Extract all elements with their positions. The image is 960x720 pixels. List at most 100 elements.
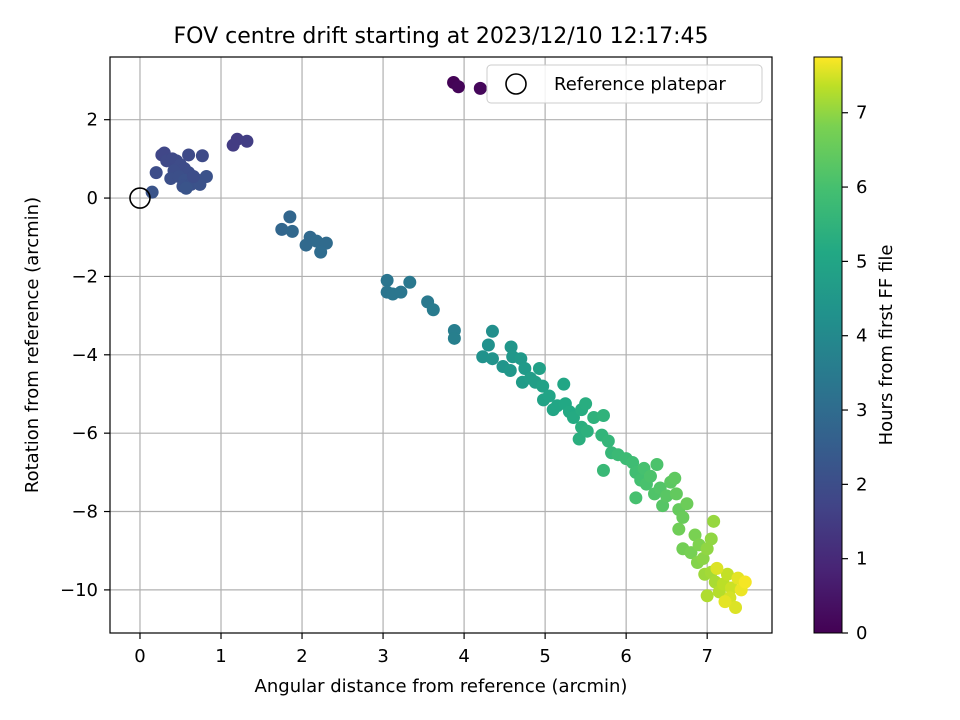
colorbar-tick-label: 3 <box>856 400 867 421</box>
y-tick-label: 2 <box>87 110 98 131</box>
data-point <box>710 561 724 575</box>
data-point <box>720 567 734 581</box>
data-point <box>684 546 698 560</box>
colorbar-label: Hours from first FF file <box>876 245 897 446</box>
colorbar-tick-label: 1 <box>856 549 867 570</box>
data-point <box>566 410 580 424</box>
data-point <box>186 170 200 184</box>
x-tick-label: 4 <box>458 646 469 667</box>
data-point <box>680 497 694 511</box>
colorbar-tick-label: 2 <box>856 474 867 495</box>
y-tick-label: 0 <box>87 188 98 209</box>
data-point <box>676 510 690 524</box>
data-point <box>669 487 683 501</box>
data-point <box>596 409 610 423</box>
grid-lines <box>110 57 772 633</box>
data-point <box>473 81 487 95</box>
legend-box <box>486 64 763 104</box>
data-point <box>426 303 440 317</box>
data-point <box>504 340 518 354</box>
data-point <box>314 245 328 259</box>
data-point <box>672 522 686 536</box>
colorbar <box>813 56 843 634</box>
y-tick-label: −8 <box>71 502 98 523</box>
colorbar-ticks: 0 1 2 3 4 5 6 7 <box>842 103 867 644</box>
x-tick-label: 0 <box>134 646 145 667</box>
legend-entry-reference-platepar: Reference platepar <box>554 74 726 95</box>
data-point <box>310 234 324 248</box>
y-tick-label: −4 <box>71 345 98 366</box>
data-point <box>518 362 532 376</box>
x-tick-label: 7 <box>701 646 712 667</box>
data-point <box>536 379 550 393</box>
data-point <box>451 80 465 94</box>
data-points <box>145 75 752 615</box>
data-point <box>696 552 710 566</box>
data-point <box>601 434 615 448</box>
data-point <box>700 589 714 603</box>
data-point <box>650 458 664 472</box>
data-point <box>195 149 209 163</box>
data-point <box>179 181 193 195</box>
data-point <box>299 238 313 252</box>
data-point <box>660 489 674 503</box>
data-point <box>580 424 594 438</box>
data-point <box>503 363 517 377</box>
y-tick-label: −10 <box>60 580 98 601</box>
data-point <box>668 471 682 485</box>
data-point <box>182 148 196 162</box>
data-point <box>629 491 643 505</box>
legend: Reference platepar <box>486 64 763 104</box>
data-point <box>700 542 714 556</box>
plot-frame <box>109 56 773 634</box>
data-point <box>485 352 499 366</box>
x-axis-ticks: 0 1 2 3 4 5 6 7 <box>134 633 713 667</box>
data-point <box>514 352 528 366</box>
y-tick-label: −6 <box>71 423 98 444</box>
chart-title: FOV centre drift starting at 2023/12/10 … <box>174 24 709 49</box>
data-point <box>285 224 299 238</box>
y-axis-label: Rotation from reference (arcmin) <box>22 197 43 493</box>
data-point <box>485 324 499 338</box>
data-point <box>688 528 702 542</box>
data-point <box>283 210 297 224</box>
data-point <box>476 350 490 364</box>
colorbar-tick-label: 6 <box>856 177 867 198</box>
x-tick-label: 6 <box>620 646 631 667</box>
data-point <box>579 397 593 411</box>
x-tick-label: 3 <box>377 646 388 667</box>
data-point <box>542 389 556 403</box>
data-point <box>572 432 586 446</box>
colorbar-tick-label: 5 <box>856 251 867 272</box>
data-point <box>394 285 408 299</box>
colorbar-tick-label: 4 <box>856 326 867 347</box>
data-point <box>403 275 417 289</box>
data-point <box>230 132 244 146</box>
y-axis-ticks: −10 −8 −6 −4 −2 0 2 <box>60 110 110 601</box>
data-point <box>718 595 732 609</box>
data-point <box>707 514 721 528</box>
data-point <box>656 499 670 513</box>
data-point <box>738 575 752 589</box>
x-axis-label: Angular distance from reference (arcmin) <box>255 676 628 697</box>
data-point <box>481 338 495 352</box>
x-tick-label: 1 <box>215 646 226 667</box>
x-tick-label: 2 <box>296 646 307 667</box>
data-point <box>587 410 601 424</box>
data-point <box>596 463 610 477</box>
data-point <box>557 377 571 391</box>
data-point <box>643 469 657 483</box>
x-tick-label: 5 <box>539 646 550 667</box>
colorbar-tick-label: 0 <box>856 623 867 644</box>
data-point <box>626 456 640 470</box>
y-tick-label: −2 <box>71 266 98 287</box>
colorbar-tick-label: 7 <box>856 103 867 124</box>
data-point <box>729 601 743 615</box>
data-point <box>149 166 163 180</box>
reference-marker <box>129 187 151 209</box>
data-point <box>380 273 394 287</box>
data-point <box>724 581 738 595</box>
data-point <box>240 134 254 148</box>
data-point <box>275 222 289 236</box>
